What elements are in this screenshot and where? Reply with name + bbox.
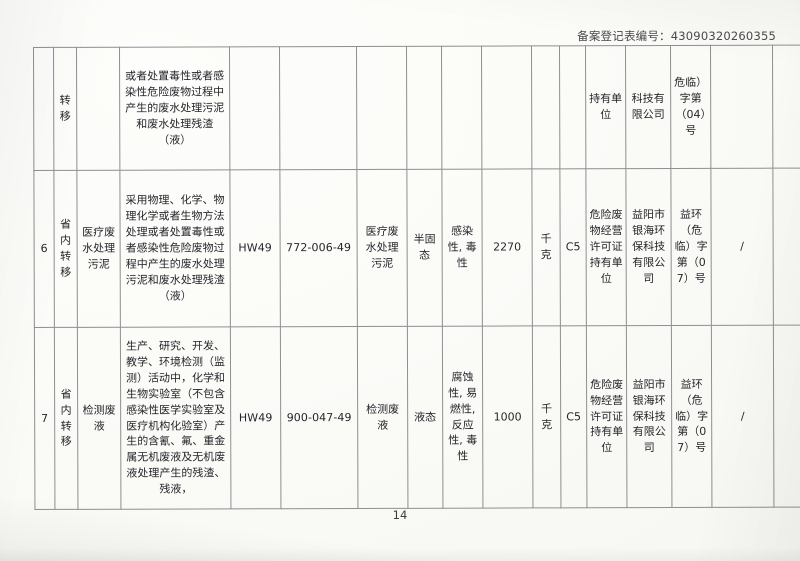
cell-waste-name-2: 检测废液: [357, 326, 408, 509]
sheet-bottom-edge: [0, 547, 800, 561]
cell-waste-name-2: [356, 46, 407, 170]
cell-hazard-property: 腐蚀性, 易燃性, 反应性, 毒性: [442, 326, 483, 509]
cell-unit: [531, 45, 560, 169]
cell-index: [33, 47, 54, 171]
cell-disposal-method: C5: [560, 325, 587, 508]
cell-unit: 千克: [531, 168, 561, 326]
waste-transfer-table-wrapper: 转移 或者处置毒性或者感染性危险废物过程中产生的废水处理污泥和废水处理残渣（液）…: [33, 44, 800, 510]
cell-waste-code: [279, 46, 357, 170]
cell-unit: 千克: [532, 325, 561, 508]
cell-note-2: /: [773, 324, 800, 508]
cell-receiver-type: 持有单位: [585, 45, 626, 169]
page-number: 14: [392, 508, 408, 522]
cell-quantity: 2270: [481, 168, 533, 327]
cell-receiver-name: 科技有限公司: [625, 45, 671, 169]
cell-transfer-mode: 省内转移: [54, 327, 78, 510]
cell-waste-name: 医疗废水处理污泥: [76, 170, 121, 328]
table-row: 6 省内转移 医疗废水处理污泥 采用物理、化学、物理化学或者生物方法处理或者处置…: [33, 167, 800, 328]
cell-note-2: [772, 44, 800, 169]
cell-form: 液态: [407, 326, 443, 509]
table-row: 转移 或者处置毒性或者感染性危险废物过程中产生的废水处理污泥和废水处理残渣（液）…: [33, 44, 800, 171]
cell-quantity: [481, 45, 532, 170]
cell-receiver-type: 危险废物经营许可证持有单位: [586, 325, 627, 508]
cell-license-number: 危临）字第（04）号: [670, 45, 711, 169]
cell-note-1: [710, 45, 773, 169]
cell-waste-category: [229, 46, 280, 170]
cell-receiver-name: 益阳市银海环保科技有限公司: [625, 168, 672, 326]
cell-waste-code: 900-047-49: [280, 326, 358, 509]
cell-form: [406, 46, 442, 170]
cell-index: 7: [34, 327, 55, 510]
cell-index: 6: [33, 170, 55, 328]
cell-note-1: /: [710, 168, 774, 326]
cell-waste-name: [76, 47, 120, 171]
cell-disposal-method: [559, 45, 586, 169]
cell-quantity: 1000: [482, 325, 533, 509]
cell-license-number: 益环（危临）字第（07）号: [671, 325, 712, 508]
cell-license-number: 益环（危临）字第（07）号: [670, 168, 712, 326]
cell-disposal-method: C5: [559, 168, 587, 326]
cell-hazard-property: [441, 46, 482, 170]
cell-description: 或者处置毒性或者感染性危险废物过程中产生的废水处理污泥和废水处理残渣（液）: [119, 46, 230, 171]
record-number-header: 备案登记表编号：43090320260355: [577, 29, 776, 43]
cell-hazard-property: 感染性, 毒性: [441, 169, 483, 327]
table-row: 7 省内转移 检测废液 生产、研究、开发、教学、环境检测（监测）活动中，化学和生…: [34, 324, 800, 510]
waste-transfer-table: 转移 或者处置毒性或者感染性危险废物过程中产生的废水处理污泥和废水处理残渣（液）…: [33, 44, 800, 510]
cell-receiver-name: 益阳市银海环保科技有限公司: [626, 325, 672, 508]
cell-form: 半固态: [406, 169, 443, 327]
cell-waste-category: HW49: [229, 169, 281, 327]
cell-receiver-type: 危险废物经营许可证持有单位: [585, 168, 627, 326]
cell-transfer-mode: 省内转移: [53, 170, 78, 328]
cell-waste-name: 检测废液: [77, 327, 121, 510]
cell-waste-category: HW49: [230, 326, 281, 509]
cell-waste-name-2: 医疗废水处理污泥: [356, 169, 408, 327]
cell-waste-code: 772-006-49: [279, 169, 358, 327]
cell-note-1: /: [711, 325, 774, 508]
cell-note-2: /: [772, 167, 800, 326]
cell-description: 采用物理、化学、物理化学或者生物方法处理或者处置毒性或者感染性危险废物过程中产生…: [119, 169, 231, 328]
cell-description: 生产、研究、开发、教学、环境检测（监测）活动中，化学和生物实验室（不包含感染性医…: [120, 326, 231, 510]
cell-transfer-mode: 转移: [53, 47, 77, 171]
